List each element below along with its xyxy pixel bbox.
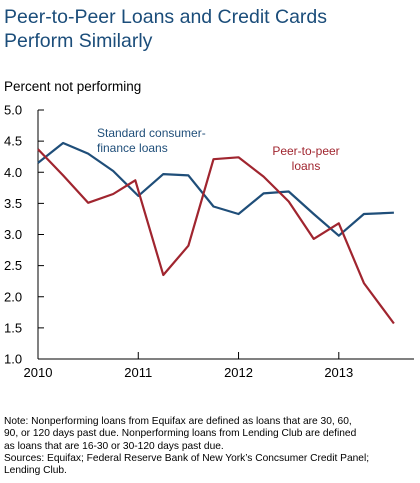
x-tick-label: 2010 xyxy=(24,365,53,380)
sources-line-2: Lending Club. xyxy=(4,465,67,477)
chart-title-line-1: Peer-to-Peer Loans and Credit Cards xyxy=(4,6,327,28)
x-tick-label: 2013 xyxy=(324,365,353,380)
series-label-standard-consumer-finance: Standard consumer- xyxy=(97,126,206,140)
y-axis-label: Percent not performing xyxy=(4,79,142,94)
y-tick-label: 3.0 xyxy=(4,227,22,242)
y-tick-label: 5.0 xyxy=(4,103,22,118)
sources-line-1: Sources: Equifax; Federal Reserve Bank o… xyxy=(4,452,370,464)
chart-notes: Note: Nonperforming loans from Equifax a… xyxy=(4,416,416,477)
series-line-peer-to-peer xyxy=(37,148,395,325)
y-tick-label: 3.5 xyxy=(4,196,22,211)
series-label-peer-to-peer: loans xyxy=(292,159,321,173)
y-tick-label: 4.0 xyxy=(4,165,22,180)
y-tick-label: 2.0 xyxy=(4,289,22,304)
y-tick-label: 4.5 xyxy=(4,134,22,149)
series-label-standard-consumer-finance: finance loans xyxy=(97,141,168,155)
note-line-3: as loans that are 16-30 or 30-120 days p… xyxy=(4,440,224,452)
y-tick-label: 1.5 xyxy=(4,320,22,335)
line-chart: 1.0 1.5 2.0 2.5 3.0 3.5 4.0 4.5 5.0 2010 2011 2012 2… xyxy=(4,103,414,380)
note-line-1: Note: Nonperforming loans from Equifax a… xyxy=(4,416,352,427)
series-label-peer-to-peer: Peer-to-peer xyxy=(272,144,339,158)
y-tick-label: 1.0 xyxy=(4,352,22,367)
y-tick-label: 2.5 xyxy=(4,258,22,273)
x-tick-label: 2012 xyxy=(224,365,253,380)
note-line-2: 90, or 120 days past due. Nonperforming … xyxy=(4,428,357,440)
series-line-standard-consumer-finance xyxy=(37,141,394,237)
x-tick-label: 2011 xyxy=(124,365,152,380)
chart-title: Peer-to-Peer Loans and Credit Cards Perf… xyxy=(4,5,414,53)
chart-title-line-2: Perform Similarly xyxy=(4,30,153,52)
